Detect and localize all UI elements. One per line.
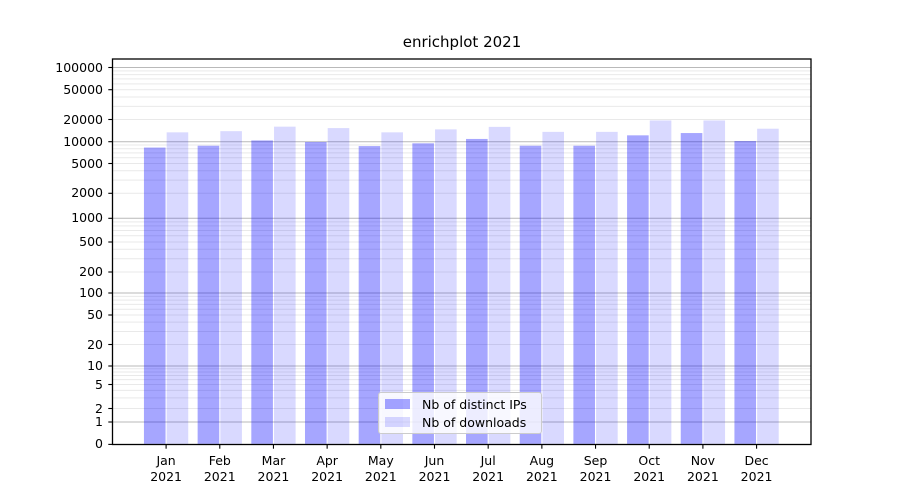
- x-tick-label-oct: Oct 2021: [633, 453, 666, 484]
- x-tick-label-nov: Nov 2021: [686, 453, 719, 484]
- legend-item-downloads: Nb of downloads: [385, 415, 535, 430]
- bar-ips-oct: [627, 135, 649, 444]
- legend-swatch-distinct-ips: [385, 399, 410, 409]
- legend-label-downloads: Nb of downloads: [422, 414, 527, 430]
- bar-ips-nov: [680, 133, 703, 444]
- bar-downloads-aug: [542, 131, 565, 444]
- y-tick-label-100: 100: [79, 285, 103, 300]
- y-tick-label-0: 0: [95, 436, 103, 452]
- x-tick-label-feb: Feb 2021: [203, 453, 236, 484]
- x-tick-label-aug: Aug 2021: [525, 453, 558, 484]
- bar-downloads-mar: [274, 126, 296, 444]
- x-tick-label-mar: Mar 2021: [257, 453, 290, 484]
- bar-downloads-jun: [435, 129, 457, 444]
- legend: Nb of distinct IPs Nb of downloads: [378, 392, 542, 434]
- bar-downloads-jan: [166, 132, 189, 444]
- y-tick-label-5000: 5000: [71, 155, 103, 171]
- x-tick-label-apr: Apr 2021: [311, 453, 344, 484]
- y-tick-label-2: 2: [95, 400, 103, 416]
- bar-ips-feb: [197, 145, 220, 444]
- bar-ips-dec: [734, 141, 757, 444]
- bar-ips-jun: [412, 143, 434, 444]
- y-tick-label-500: 500: [79, 234, 103, 249]
- bar-ips-mar: [251, 140, 273, 444]
- y-tick-label-20: 20: [87, 336, 103, 352]
- bar-ips-aug: [519, 145, 542, 444]
- y-tick-label-10: 10: [87, 358, 103, 373]
- y-tick-label-50000: 50000: [63, 81, 103, 97]
- y-tick-label-1000: 1000: [71, 210, 103, 226]
- bar-downloads-dec: [757, 128, 779, 444]
- y-tick-label-50: 50: [87, 307, 103, 322]
- chart-title: enrichplot 2021: [402, 33, 522, 51]
- bar-downloads-may: [381, 132, 403, 444]
- x-tick-label-sep: Sep 2021: [579, 453, 612, 484]
- x-tick-label-jan: Jan 2021: [150, 453, 182, 484]
- y-tick-label-10000: 10000: [63, 133, 103, 149]
- y-tick-label-20000: 20000: [63, 111, 103, 127]
- legend-label-distinct-ips: Nb of distinct IPs: [422, 396, 527, 412]
- bar-ips-jul: [466, 138, 488, 444]
- bar-downloads-sep: [596, 131, 618, 444]
- plot-border: [111, 58, 812, 446]
- bar-downloads-oct: [649, 120, 672, 444]
- x-tick-label-may: May 2021: [364, 453, 397, 484]
- bar-ips-sep: [573, 145, 595, 444]
- y-tick-label-5: 5: [95, 376, 103, 392]
- x-tick-label-dec: Dec 2021: [740, 453, 773, 484]
- legend-item-distinct-ips: Nb of distinct IPs: [385, 397, 535, 412]
- y-tick-label-2000: 2000: [71, 185, 103, 201]
- bar-ips-jan: [143, 147, 166, 444]
- legend-swatch-downloads: [385, 417, 410, 427]
- y-tick-label-1: 1: [95, 414, 103, 429]
- bar-downloads-apr: [327, 128, 350, 444]
- x-tick-label-jun: Jun 2021: [418, 453, 451, 484]
- bar-downloads-feb: [220, 131, 242, 444]
- x-tick-label-jul: Jul 2021: [472, 453, 505, 484]
- bar-downloads-jul: [488, 126, 511, 444]
- y-tick-label-100000: 100000: [55, 59, 103, 75]
- y-tick-label-200: 200: [79, 264, 103, 279]
- bar-ips-apr: [304, 142, 327, 444]
- bar-ips-may: [358, 146, 381, 444]
- bar-downloads-nov: [703, 120, 726, 444]
